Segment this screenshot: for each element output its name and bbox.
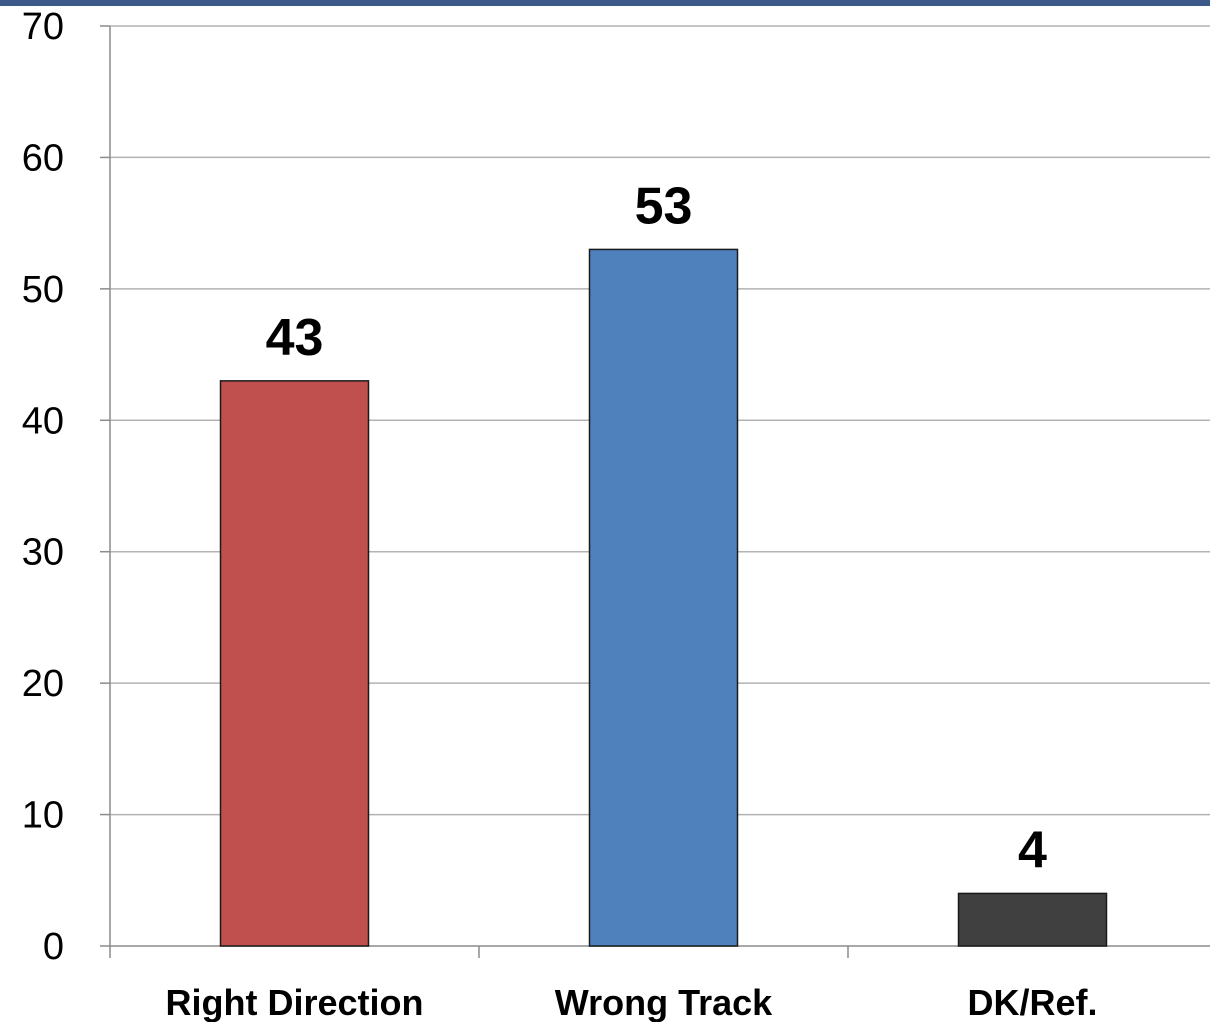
y-tick-label: 10 bbox=[22, 795, 64, 837]
y-tick-label: 20 bbox=[22, 663, 64, 705]
y-tick-label: 50 bbox=[22, 269, 64, 311]
category-label: DK/Ref. bbox=[967, 982, 1097, 1022]
y-tick-label: 0 bbox=[43, 926, 64, 968]
category-label: Wrong Track bbox=[555, 982, 773, 1022]
bars bbox=[219, 248, 1108, 947]
y-axis-ticks: 0 10 20 30 40 50 60 70 bbox=[22, 6, 64, 968]
bar-right-direction bbox=[219, 380, 370, 947]
data-label: 53 bbox=[635, 177, 693, 235]
data-label: 4 bbox=[1018, 821, 1047, 879]
y-tick-label: 60 bbox=[22, 137, 64, 179]
category-label: Right Direction bbox=[166, 982, 424, 1022]
bar-wrong-track bbox=[588, 248, 739, 947]
y-tick-label: 70 bbox=[22, 6, 64, 48]
category-labels: Right Direction Wrong Track DK/Ref. bbox=[166, 982, 1098, 1022]
bar-dk-ref bbox=[957, 892, 1108, 947]
top-band bbox=[0, 0, 1210, 6]
data-label: 43 bbox=[266, 309, 324, 367]
data-labels: 43 53 4 bbox=[266, 177, 1047, 879]
y-tick-label: 40 bbox=[22, 400, 64, 442]
y-tick-label: 30 bbox=[22, 532, 64, 574]
